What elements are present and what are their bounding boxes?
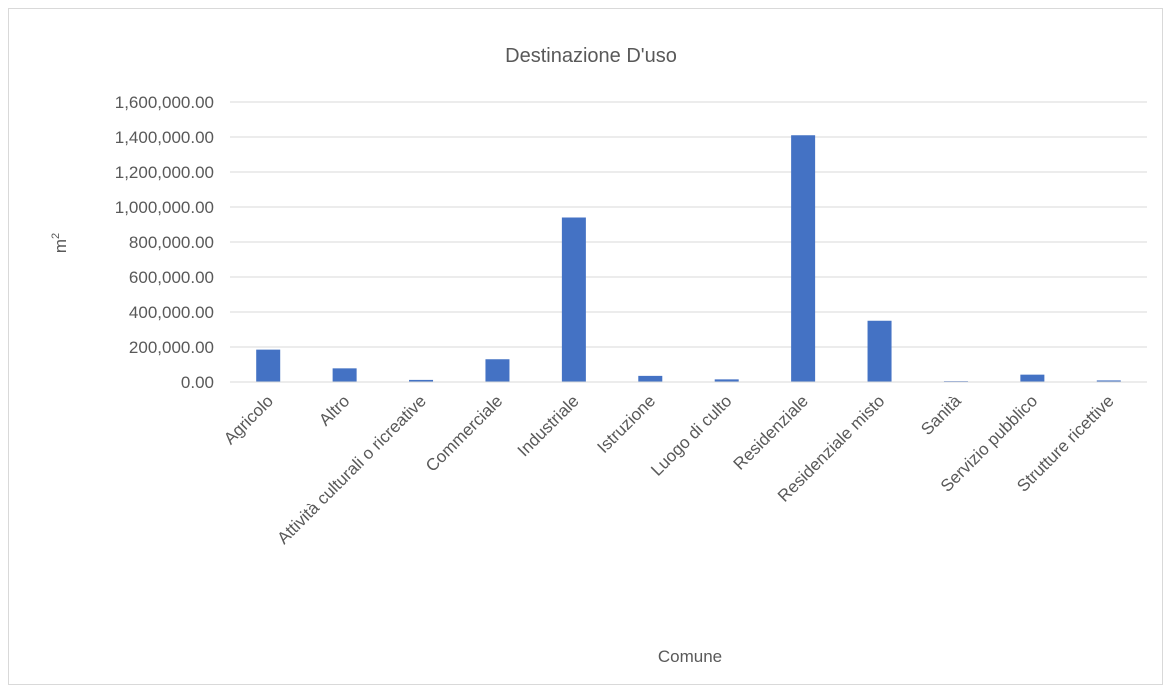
y-axis-title: m2 xyxy=(50,233,70,253)
bar xyxy=(561,217,586,382)
y-tick-label: 1,000,000.00 xyxy=(115,198,214,217)
x-tick-label: Residenziale xyxy=(730,391,812,473)
y-tick-label: 0.00 xyxy=(181,373,214,392)
x-tick-label: Luogo di culto xyxy=(647,391,735,479)
y-tick-label: 800,000.00 xyxy=(129,233,214,252)
bar xyxy=(791,135,816,382)
bar xyxy=(409,379,434,382)
bar xyxy=(1020,374,1045,382)
y-axis-ticks: 0.00 200,000.00 400,000.00 600,000.00 800,00… xyxy=(115,93,214,392)
y-axis-title-text: m xyxy=(51,239,70,253)
x-tick-label: Industriale xyxy=(514,391,583,460)
y-tick-label: 1,200,000.00 xyxy=(115,163,214,182)
y-tick-label: 600,000.00 xyxy=(129,268,214,287)
y-tick-label: 400,000.00 xyxy=(129,303,214,322)
bar xyxy=(256,349,281,382)
bar xyxy=(332,368,357,382)
bar xyxy=(485,359,510,382)
x-tick-label: Agricolo xyxy=(220,391,277,448)
x-tick-label: Sanità xyxy=(917,391,965,439)
bar xyxy=(638,375,663,382)
x-tick-label: Altro xyxy=(315,391,353,429)
gridlines xyxy=(230,101,1147,348)
x-tick-label: Commerciale xyxy=(422,391,506,475)
x-tick-label: Istruzione xyxy=(594,391,660,457)
bars xyxy=(256,135,1121,383)
bar xyxy=(867,320,892,382)
y-tick-label: 1,600,000.00 xyxy=(115,93,214,112)
y-tick-label: 1,400,000.00 xyxy=(115,128,214,147)
bar xyxy=(1096,380,1121,382)
y-tick-label: 200,000.00 xyxy=(129,338,214,357)
bar xyxy=(714,379,739,382)
x-tick-label: Attività culturali o ricreative xyxy=(273,391,429,547)
y-axis-title-superscript: 2 xyxy=(50,233,62,239)
x-axis-title: Comune xyxy=(658,647,722,666)
chart-title: Destinazione D'uso xyxy=(505,45,677,67)
